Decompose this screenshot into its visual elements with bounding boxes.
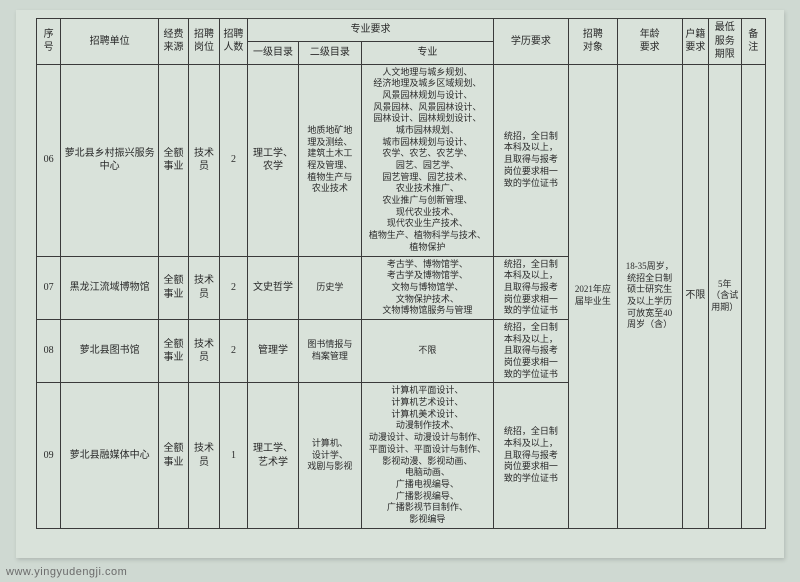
- cell-fund: 全额事业: [158, 256, 188, 319]
- col-target: 招聘对象: [568, 19, 617, 65]
- table-body: 06萝北县乡村振兴服务中心全额事业技术员2理工学、农学地质地矿地理及测绘、建筑土…: [37, 64, 766, 528]
- cell-count: 1: [219, 383, 247, 528]
- cell-post: 技术员: [189, 256, 219, 319]
- col-major-req: 专业要求: [248, 19, 494, 42]
- cell-cat2: 地质地矿地理及测绘、建筑土木工程及管理、植物生产与农业技术: [298, 64, 361, 256]
- cell-major: 考古学、博物馆学、考古学及博物馆学、文物与博物馆学、文物保护技术、文物博物馆服务…: [361, 256, 493, 319]
- col-seq: 序号: [37, 19, 61, 65]
- cell-post: 技术员: [189, 383, 219, 528]
- cell-post: 技术员: [189, 64, 219, 256]
- col-remark: 备注: [741, 19, 765, 65]
- col-edu: 学历要求: [493, 19, 568, 65]
- table-row: 06萝北县乡村振兴服务中心全额事业技术员2理工学、农学地质地矿地理及测绘、建筑土…: [37, 64, 766, 256]
- cell-cat2: 计算机、设计学、戏剧与影视: [298, 383, 361, 528]
- cell-cat2: 历史学: [298, 256, 361, 319]
- recruitment-table: 序号 招聘单位 经费来源 招聘岗位 招聘人数 专业要求 学历要求 招聘对象 年龄…: [36, 18, 766, 529]
- col-count: 招聘人数: [219, 19, 247, 65]
- cell-major: 人文地理与城乡规划、经济地理及城乡区域规划、风景园林规划与设计、风景园林、风景园…: [361, 64, 493, 256]
- cell-seq: 08: [37, 319, 61, 382]
- cell-edu: 统招，全日制本科及以上，且取得与报考岗位要求相一致的学位证书: [493, 319, 568, 382]
- paper-sheet: 序号 招聘单位 经费来源 招聘岗位 招聘人数 专业要求 学历要求 招聘对象 年龄…: [16, 10, 784, 558]
- cell-cat1: 管理学: [248, 319, 299, 382]
- cell-unit: 萝北县图书馆: [61, 319, 158, 382]
- col-post: 招聘岗位: [189, 19, 219, 65]
- cell-major: 计算机平面设计、计算机艺术设计、计算机美术设计、动漫制作技术、动漫设计、动漫设计…: [361, 383, 493, 528]
- cell-seq: 09: [37, 383, 61, 528]
- cell-cat1: 文史哲学: [248, 256, 299, 319]
- cell-target: 2021年应届毕业生: [568, 64, 617, 528]
- col-major: 专业: [361, 41, 493, 64]
- cell-fund: 全额事业: [158, 319, 188, 382]
- cell-count: 2: [219, 64, 247, 256]
- cell-unit: 萝北县乡村振兴服务中心: [61, 64, 158, 256]
- cell-cat1: 理工学、艺术学: [248, 383, 299, 528]
- cell-remark: [741, 64, 765, 528]
- cell-hukou: 不限: [682, 64, 708, 528]
- cell-fund: 全额事业: [158, 383, 188, 528]
- cell-count: 2: [219, 319, 247, 382]
- col-age: 年龄要求: [617, 19, 682, 65]
- col-hukou: 户籍要求: [682, 19, 708, 65]
- cell-cat2: 图书情报与档案管理: [298, 319, 361, 382]
- cell-service: 5年（含试用期）: [709, 64, 741, 528]
- cell-unit: 黑龙江流域博物馆: [61, 256, 158, 319]
- cell-edu: 统招，全日制本科及以上，且取得与报考岗位要求相一致的学位证书: [493, 383, 568, 528]
- cell-edu: 统招，全日制本科及以上，且取得与报考岗位要求相一致的学位证书: [493, 256, 568, 319]
- cell-seq: 06: [37, 64, 61, 256]
- col-fund: 经费来源: [158, 19, 188, 65]
- cell-post: 技术员: [189, 319, 219, 382]
- cell-major: 不限: [361, 319, 493, 382]
- col-cat2: 二级目录: [298, 41, 361, 64]
- cell-cat1: 理工学、农学: [248, 64, 299, 256]
- cell-count: 2: [219, 256, 247, 319]
- watermark-text: www.yingyudengji.com: [6, 566, 127, 578]
- col-cat1: 一级目录: [248, 41, 299, 64]
- table-header-row-1: 序号 招聘单位 经费来源 招聘岗位 招聘人数 专业要求 学历要求 招聘对象 年龄…: [37, 19, 766, 42]
- col-service: 最低服务期限: [709, 19, 741, 65]
- cell-age: 18-35周岁，统招全日制硕士研究生及以上学历可放宽至40周岁（含）: [617, 64, 682, 528]
- cell-seq: 07: [37, 256, 61, 319]
- cell-fund: 全额事业: [158, 64, 188, 256]
- cell-unit: 萝北县融媒体中心: [61, 383, 158, 528]
- col-unit: 招聘单位: [61, 19, 158, 65]
- cell-edu: 统招，全日制本科及以上，且取得与报考岗位要求相一致的学位证书: [493, 64, 568, 256]
